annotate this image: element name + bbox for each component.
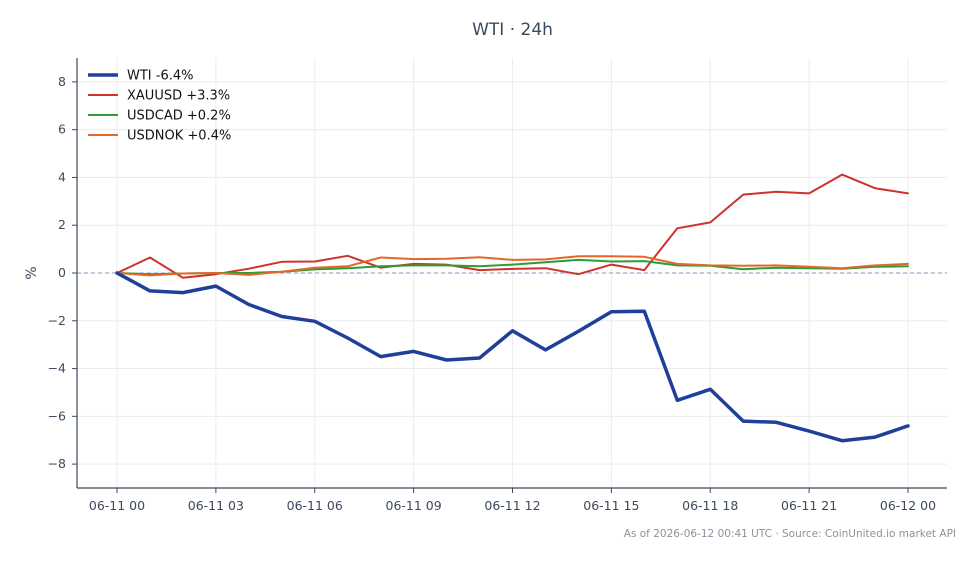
- series-line-usdnok: [116, 255, 909, 277]
- y-axis-ticks: −8 −6 −4 −2 0 2 4 6 8: [48, 74, 77, 471]
- source-footnote: As of 2026-06-12 00:41 UTC · Source: Coi…: [623, 528, 956, 540]
- legend-label: WTI -6.4%: [127, 69, 193, 84]
- series-line-xauusd: [116, 173, 909, 279]
- y-tick-label: 2: [58, 217, 66, 232]
- x-tick-label: 06-12 00: [880, 498, 936, 513]
- y-tick-label: 8: [58, 74, 66, 89]
- y-axis-label: %: [24, 266, 40, 279]
- legend: WTI -6.4% XAUUSD +3.3% USDCAD +0.2% USDNOK …: [88, 69, 231, 144]
- y-tick-label: 4: [58, 169, 66, 184]
- y-tick-label: −8: [48, 456, 66, 471]
- x-tick-label: 06-11 09: [386, 498, 442, 513]
- x-tick-label: 06-11 18: [682, 498, 738, 513]
- chart-title: WTI · 24h: [472, 20, 553, 40]
- series-line-usdcad: [116, 258, 909, 276]
- x-tick-label: 06-11 06: [287, 498, 343, 513]
- legend-label: USDCAD +0.2%: [127, 109, 231, 124]
- y-tick-label: −4: [48, 361, 66, 376]
- series-line-wti: [115, 271, 910, 443]
- y-tick-label: −6: [48, 408, 66, 423]
- x-tick-label: 06-11 21: [781, 498, 837, 513]
- x-tick-label: 06-11 00: [89, 498, 145, 513]
- x-tick-label: 06-11 03: [188, 498, 244, 513]
- x-axis-ticks: 06-11 00 06-11 03 06-11 06 06-11 09 06-11 12…: [89, 488, 936, 513]
- legend-label: XAUUSD +3.3%: [127, 89, 230, 104]
- y-tick-label: 0: [58, 265, 66, 280]
- legend-label: USDNOK +0.4%: [127, 129, 231, 144]
- x-tick-label: 06-11 12: [484, 498, 540, 513]
- y-tick-label: −2: [48, 313, 66, 328]
- series-lines: [115, 173, 910, 443]
- y-tick-label: 6: [58, 122, 66, 137]
- x-tick-label: 06-11 15: [583, 498, 639, 513]
